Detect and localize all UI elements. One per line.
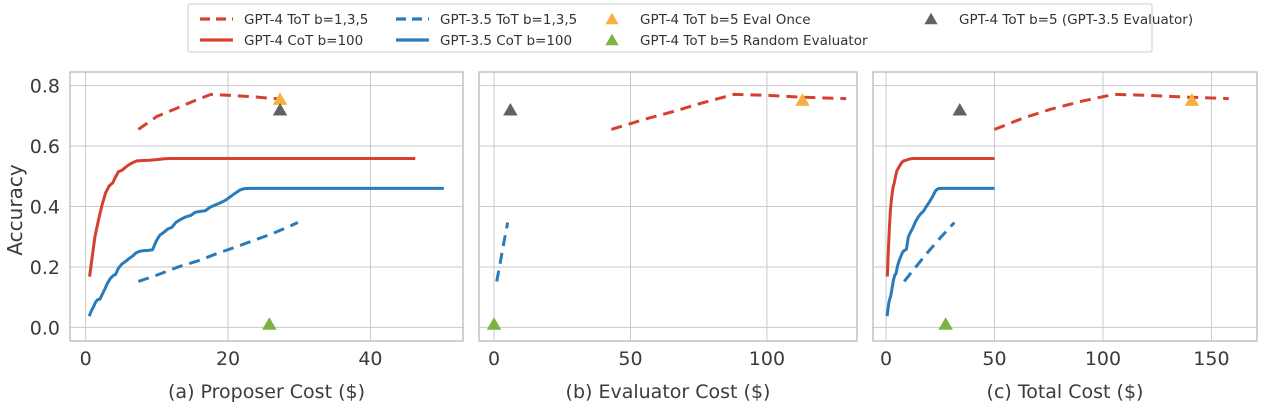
legend-marker-triangle xyxy=(605,33,619,46)
legend-label: GPT-4 ToT b=5 Random Evaluator xyxy=(640,33,868,49)
series-line xyxy=(885,186,995,317)
legend-item: GPT-4 ToT b=5 Random Evaluator xyxy=(605,33,868,49)
legend-item: GPT-4 ToT b=1,3,5 xyxy=(200,12,368,28)
series-line xyxy=(903,221,956,283)
legend-label: GPT-3.5 ToT b=1,3,5 xyxy=(440,12,577,28)
marker-triangle xyxy=(938,317,953,330)
series-group xyxy=(495,92,847,282)
series-group xyxy=(885,92,1229,317)
legend-item: GPT-4 CoT b=100 xyxy=(200,33,363,49)
series-line xyxy=(137,221,299,283)
marker-triangle xyxy=(272,102,288,116)
y-axis-label: Accuracy xyxy=(3,164,27,255)
legend-marker-triangle xyxy=(605,12,619,25)
markers-group xyxy=(262,92,288,330)
legend-label: GPT-4 CoT b=100 xyxy=(244,33,363,49)
panel-b: 0 50 100 (b) Evaluator Cost ($) xyxy=(478,71,858,403)
legend-label: GPT-4 ToT b=5 (GPT-3.5 Evaluator) xyxy=(959,12,1193,28)
series-line xyxy=(88,156,416,277)
x-axis-title: (b) Evaluator Cost ($) xyxy=(566,381,771,403)
y-tick-label: 0.4 xyxy=(30,197,60,219)
x-tick-label: 50 xyxy=(982,348,1006,370)
series-line xyxy=(495,222,510,282)
series-line xyxy=(993,92,1229,131)
x-tick-label: 100 xyxy=(749,348,785,370)
panel-a: 0 20 40 0.0 0.2 0.4 0.6 0.8 (a) Proposer Cost ($… xyxy=(30,71,464,403)
x-axis-title: (c) Total Cost ($) xyxy=(987,381,1144,403)
marker-triangle xyxy=(272,92,288,105)
x-axis-title: (a) Proposer Cost ($) xyxy=(168,381,365,403)
y-tick-label: 0.6 xyxy=(30,136,60,158)
axes-spines xyxy=(478,71,858,342)
marker-triangle xyxy=(503,102,518,116)
y-tick-label: 0.0 xyxy=(30,317,60,339)
legend: GPT-4 ToT b=1,3,5 GPT-4 CoT b=100 GPT-3.5 … xyxy=(187,3,1193,53)
x-tick-label: 0 xyxy=(80,348,92,370)
axes-spines xyxy=(69,71,464,342)
x-tick-label: 20 xyxy=(216,348,240,370)
markers-group xyxy=(486,93,810,330)
series-line xyxy=(610,92,847,131)
x-tick-label: 0 xyxy=(880,348,892,370)
y-tick-label: 0.8 xyxy=(30,76,60,98)
legend-item: GPT-3.5 ToT b=1,3,5 xyxy=(396,12,577,28)
marker-triangle xyxy=(795,93,810,106)
x-tick-label: 50 xyxy=(618,348,642,370)
legend-label: GPT-3.5 CoT b=100 xyxy=(440,33,572,49)
panel-c: 0 50 100 150 (c) Total Cost ($) xyxy=(872,71,1258,403)
marker-triangle xyxy=(952,102,968,116)
x-tick-label: 100 xyxy=(1085,348,1121,370)
series-line xyxy=(885,156,995,277)
series-group xyxy=(87,92,444,317)
marker-triangle xyxy=(486,317,502,330)
axes-spines xyxy=(872,71,1258,342)
series-line xyxy=(87,186,444,317)
y-axis-label-group: Accuracy xyxy=(3,164,27,255)
legend-item: GPT-3.5 CoT b=100 xyxy=(396,33,572,49)
y-tick-label: 0.2 xyxy=(30,257,60,279)
series-line xyxy=(137,92,281,131)
x-tick-label: 40 xyxy=(358,348,382,370)
legend-item: GPT-4 ToT b=5 (GPT-3.5 Evaluator) xyxy=(924,12,1193,28)
marker-triangle xyxy=(262,317,277,330)
x-tick-label: 150 xyxy=(1193,348,1229,370)
x-tick-label: 0 xyxy=(488,348,500,370)
legend-label: GPT-4 ToT b=5 Eval Once xyxy=(640,12,811,28)
marker-triangle xyxy=(1184,93,1200,106)
panels-group: 0 20 40 0.0 0.2 0.4 0.6 0.8 (a) Proposer Cost ($… xyxy=(30,71,1258,403)
legend-label: GPT-4 ToT b=1,3,5 xyxy=(244,12,368,28)
legend-item: GPT-4 ToT b=5 Eval Once xyxy=(605,12,811,28)
legend-marker-triangle xyxy=(924,12,938,25)
markers-group xyxy=(938,93,1200,330)
